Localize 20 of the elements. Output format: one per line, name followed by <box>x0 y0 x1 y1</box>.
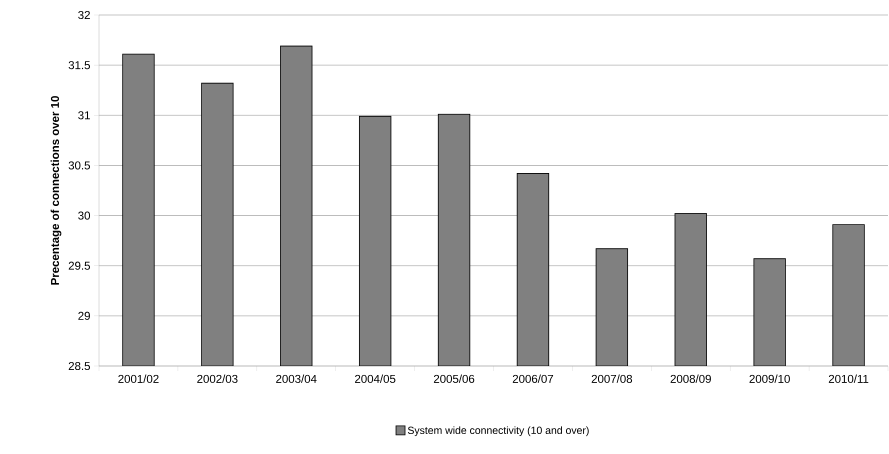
y-tick-label: 29.5 <box>68 262 90 270</box>
x-tick-label: 2006/07 <box>512 374 554 383</box>
y-tick-label: 31 <box>78 111 90 120</box>
x-tick-label: 2002/03 <box>197 374 238 383</box>
y-tick-label: 30 <box>78 212 90 220</box>
y-tick-label: 31.5 <box>68 61 90 70</box>
x-tick-label: 2007/08 <box>592 374 632 383</box>
x-tick-label: 2010/11 <box>828 374 868 383</box>
legend-label: System wide connectivity (10 and over) <box>408 426 589 436</box>
x-tick-label: 2004/05 <box>355 374 396 383</box>
x-tick-label: 2003/04 <box>276 374 317 383</box>
x-tick-label: 2008/09 <box>670 374 711 383</box>
y-tick-label: 30.5 <box>68 161 90 170</box>
y-tick-label: 32 <box>78 10 90 20</box>
x-tick-label: 2009/10 <box>750 374 790 383</box>
y-tick-label: 28.5 <box>68 362 90 370</box>
x-tick-label: 2005/06 <box>434 374 474 383</box>
x-tick-label: 2001/02 <box>118 374 159 383</box>
y-tick-label: 29 <box>78 312 90 320</box>
y-axis-title: Precentage of connections over 10 <box>50 96 62 285</box>
